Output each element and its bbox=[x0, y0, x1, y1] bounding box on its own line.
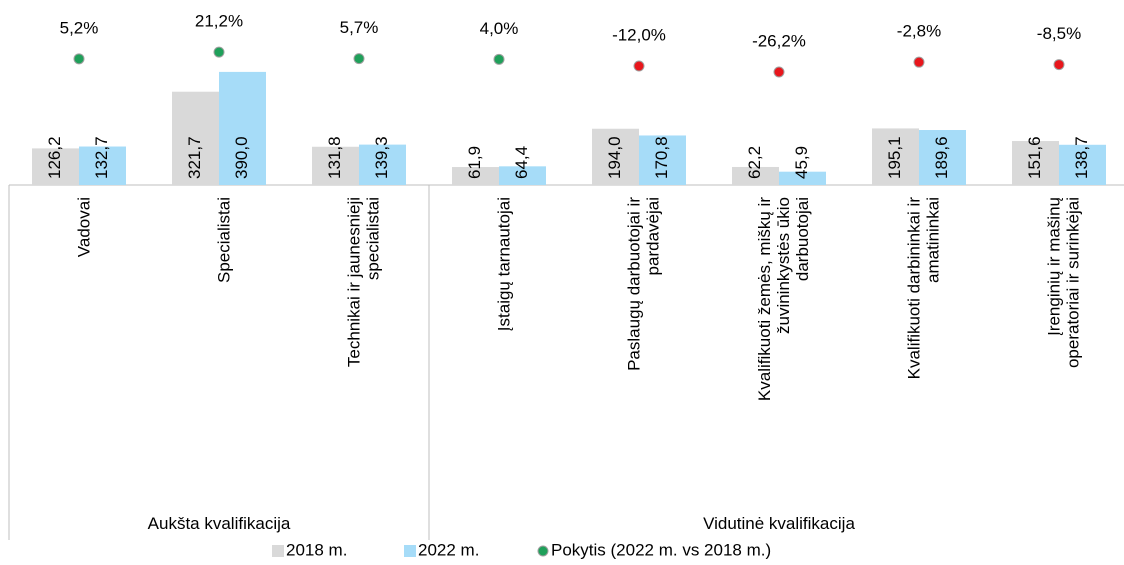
bar-value-label: 132,7 bbox=[92, 136, 111, 179]
change-dot bbox=[913, 56, 925, 68]
bar-value-label: 64,4 bbox=[512, 146, 531, 179]
change-label: -2,8% bbox=[897, 22, 941, 41]
x-tick-label: Technikai ir jaunesniejispecialistai bbox=[345, 197, 383, 367]
x-label-group: Specialistai bbox=[214, 197, 233, 283]
x-tick-label: Įstaigų tarnautojai bbox=[494, 197, 513, 331]
bar bbox=[1012, 141, 1059, 185]
bar-label-group: 45,9 bbox=[792, 146, 811, 179]
x-tick-label: Vadovai bbox=[74, 197, 93, 257]
bar-value-label: 194,0 bbox=[605, 136, 624, 179]
bar bbox=[172, 91, 219, 185]
bar bbox=[452, 167, 499, 185]
bar-label-group: 138,7 bbox=[1072, 136, 1091, 179]
bar-label-group: 132,7 bbox=[92, 136, 111, 179]
legend-swatch bbox=[537, 545, 549, 557]
x-label-group: Įrenginių ir mašinųoperatoriai ir surink… bbox=[1045, 197, 1083, 368]
change-label: -26,2% bbox=[752, 31, 806, 50]
change-dot bbox=[773, 66, 785, 78]
bar bbox=[359, 144, 406, 185]
legend-label: 2018 m. bbox=[286, 540, 347, 559]
bar-value-label: 139,3 bbox=[372, 136, 391, 179]
bar-label-group: 195,1 bbox=[885, 136, 904, 179]
bar-label-group: 126,2 bbox=[45, 136, 64, 179]
x-tick-label: Paslaugų darbuotojai irpardavėjai bbox=[625, 197, 663, 371]
bar-value-label: 195,1 bbox=[885, 136, 904, 179]
bar bbox=[1059, 144, 1106, 185]
change-label: -12,0% bbox=[612, 26, 666, 45]
bar-label-group: 62,2 bbox=[745, 146, 764, 179]
x-tick-label: Specialistai bbox=[214, 197, 233, 283]
bar bbox=[219, 71, 266, 185]
legend-swatch bbox=[272, 545, 284, 557]
change-dot bbox=[73, 53, 85, 65]
x-tick-label: Įrenginių ir mašinųoperatoriai ir surink… bbox=[1045, 197, 1083, 368]
bar bbox=[592, 128, 639, 185]
bar bbox=[872, 128, 919, 185]
bar bbox=[779, 171, 826, 185]
bar-label-group: 64,4 bbox=[512, 146, 531, 179]
bar-label-group: 151,6 bbox=[1025, 136, 1044, 179]
legend-label: Pokytis (2022 m. vs 2018 m.) bbox=[551, 540, 771, 559]
group-label: Vidutinė kvalifikacija bbox=[703, 514, 855, 533]
x-label-group: Vadovai bbox=[74, 197, 93, 257]
legend-swatch bbox=[404, 545, 416, 557]
bar-label-group: 321,7 bbox=[185, 136, 204, 179]
bar-label-group: 131,8 bbox=[325, 136, 344, 179]
bar-label-group: 189,6 bbox=[932, 136, 951, 179]
bar bbox=[639, 135, 686, 185]
change-dot bbox=[353, 53, 365, 65]
bar bbox=[919, 130, 966, 185]
bar bbox=[312, 146, 359, 185]
bar-label-group: 390,0 bbox=[232, 136, 251, 179]
change-label: 5,2% bbox=[60, 18, 99, 37]
x-label-group: Įstaigų tarnautojai bbox=[494, 197, 513, 331]
change-dot bbox=[633, 60, 645, 72]
legend-label: 2022 m. bbox=[418, 540, 479, 559]
bar-value-label: 45,9 bbox=[792, 146, 811, 179]
bar-label-group: 139,3 bbox=[372, 136, 391, 179]
bar-value-label: 390,0 bbox=[232, 136, 251, 179]
x-label-group: Kvalifikuoti žemės, miškų iržuvininkystė… bbox=[755, 197, 812, 401]
bar bbox=[732, 166, 779, 185]
bar-label-group: 170,8 bbox=[652, 136, 671, 179]
bar-value-label: 151,6 bbox=[1025, 136, 1044, 179]
x-label-group: Technikai ir jaunesniejispecialistai bbox=[345, 197, 383, 367]
change-label: -8,5% bbox=[1037, 24, 1081, 43]
x-tick-label: Kvalifikuoti žemės, miškų iržuvininkystė… bbox=[755, 197, 812, 401]
bar-value-label: 131,8 bbox=[325, 136, 344, 179]
x-tick-label: Kvalifikuoti darbininkai iramatininkai bbox=[905, 197, 943, 380]
x-label-group: Kvalifikuoti darbininkai iramatininkai bbox=[905, 197, 943, 380]
change-dot bbox=[493, 53, 505, 65]
bar-label-group: 194,0 bbox=[605, 136, 624, 179]
x-label-group: Paslaugų darbuotojai irpardavėjai bbox=[625, 197, 663, 371]
bar bbox=[32, 148, 79, 185]
bar-value-label: 62,2 bbox=[745, 146, 764, 179]
bar-value-label: 170,8 bbox=[652, 136, 671, 179]
bar-value-label: 126,2 bbox=[45, 136, 64, 179]
bar bbox=[79, 146, 126, 185]
change-label: 4,0% bbox=[480, 19, 519, 38]
change-dot bbox=[213, 46, 225, 58]
bar-label-group: 61,9 bbox=[465, 146, 484, 179]
group-label: Aukšta kvalifikacija bbox=[148, 514, 291, 533]
change-label: 21,2% bbox=[195, 12, 243, 31]
bar-value-label: 61,9 bbox=[465, 146, 484, 179]
bar bbox=[499, 166, 546, 185]
bar-value-label: 189,6 bbox=[932, 136, 951, 179]
bar-value-label: 138,7 bbox=[1072, 136, 1091, 179]
bar-value-label: 321,7 bbox=[185, 136, 204, 179]
change-label: 5,7% bbox=[340, 18, 379, 37]
change-dot bbox=[1053, 59, 1065, 71]
